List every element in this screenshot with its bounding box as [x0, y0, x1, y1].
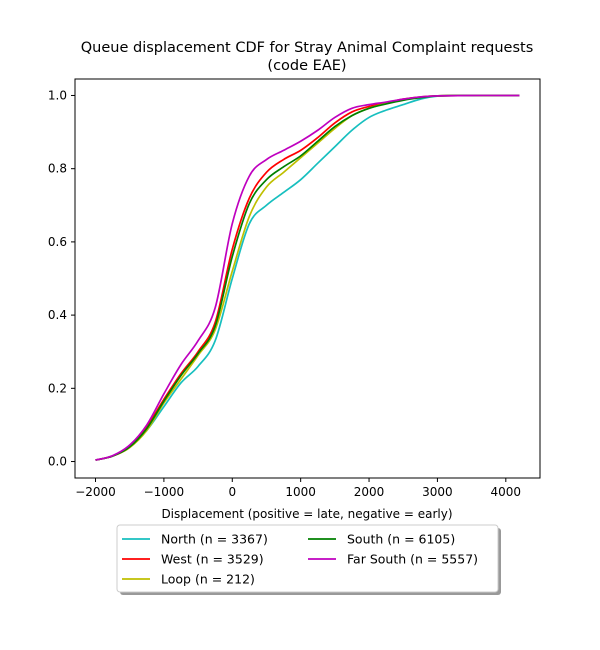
x-tick-label: 2000 [354, 485, 385, 499]
x-tick-label: 4000 [491, 485, 522, 499]
x-tick-label: 0 [228, 485, 236, 499]
legend-box [116, 524, 499, 593]
y-tick-label: 0.0 [48, 455, 67, 469]
x-tick-label: −2000 [75, 485, 116, 499]
series-line-4 [95, 94, 520, 461]
x-tick-label: 1000 [285, 485, 316, 499]
y-tick-label: 0.4 [48, 308, 67, 322]
legend-label-4: Far South (n = 5557) [347, 552, 478, 567]
chart-title-line1: Queue displacement CDF for Stray Animal … [81, 40, 534, 56]
y-tick-label: 1.0 [48, 88, 67, 102]
plot-area: −2000 −1000 0 1000 2000 3000 4000 0.0 0.2 0.4 0.6 0… [48, 78, 541, 499]
x-tick-label: 3000 [422, 485, 453, 499]
legend-label-0: North (n = 3367) [161, 532, 268, 547]
y-tick-label: 0.8 [48, 162, 67, 176]
x-axis-label: Displacement (positive = late, negative … [161, 507, 452, 521]
legend-label-1: West (n = 3529) [161, 552, 264, 567]
y-tick-label: 0.6 [48, 235, 67, 249]
series-line-0 [95, 94, 520, 461]
x-tick-label: −1000 [144, 485, 185, 499]
chart-title-line2: (code EAE) [267, 58, 346, 74]
legend-label-3: South (n = 6105) [347, 532, 455, 547]
legend-label-2: Loop (n = 212) [161, 572, 255, 587]
axes-frame [74, 78, 541, 479]
series-line-3 [95, 94, 520, 461]
legend: North (n = 3367) West (n = 3529) Loop (n =… [116, 524, 501, 595]
y-tick-label: 0.2 [48, 381, 67, 395]
